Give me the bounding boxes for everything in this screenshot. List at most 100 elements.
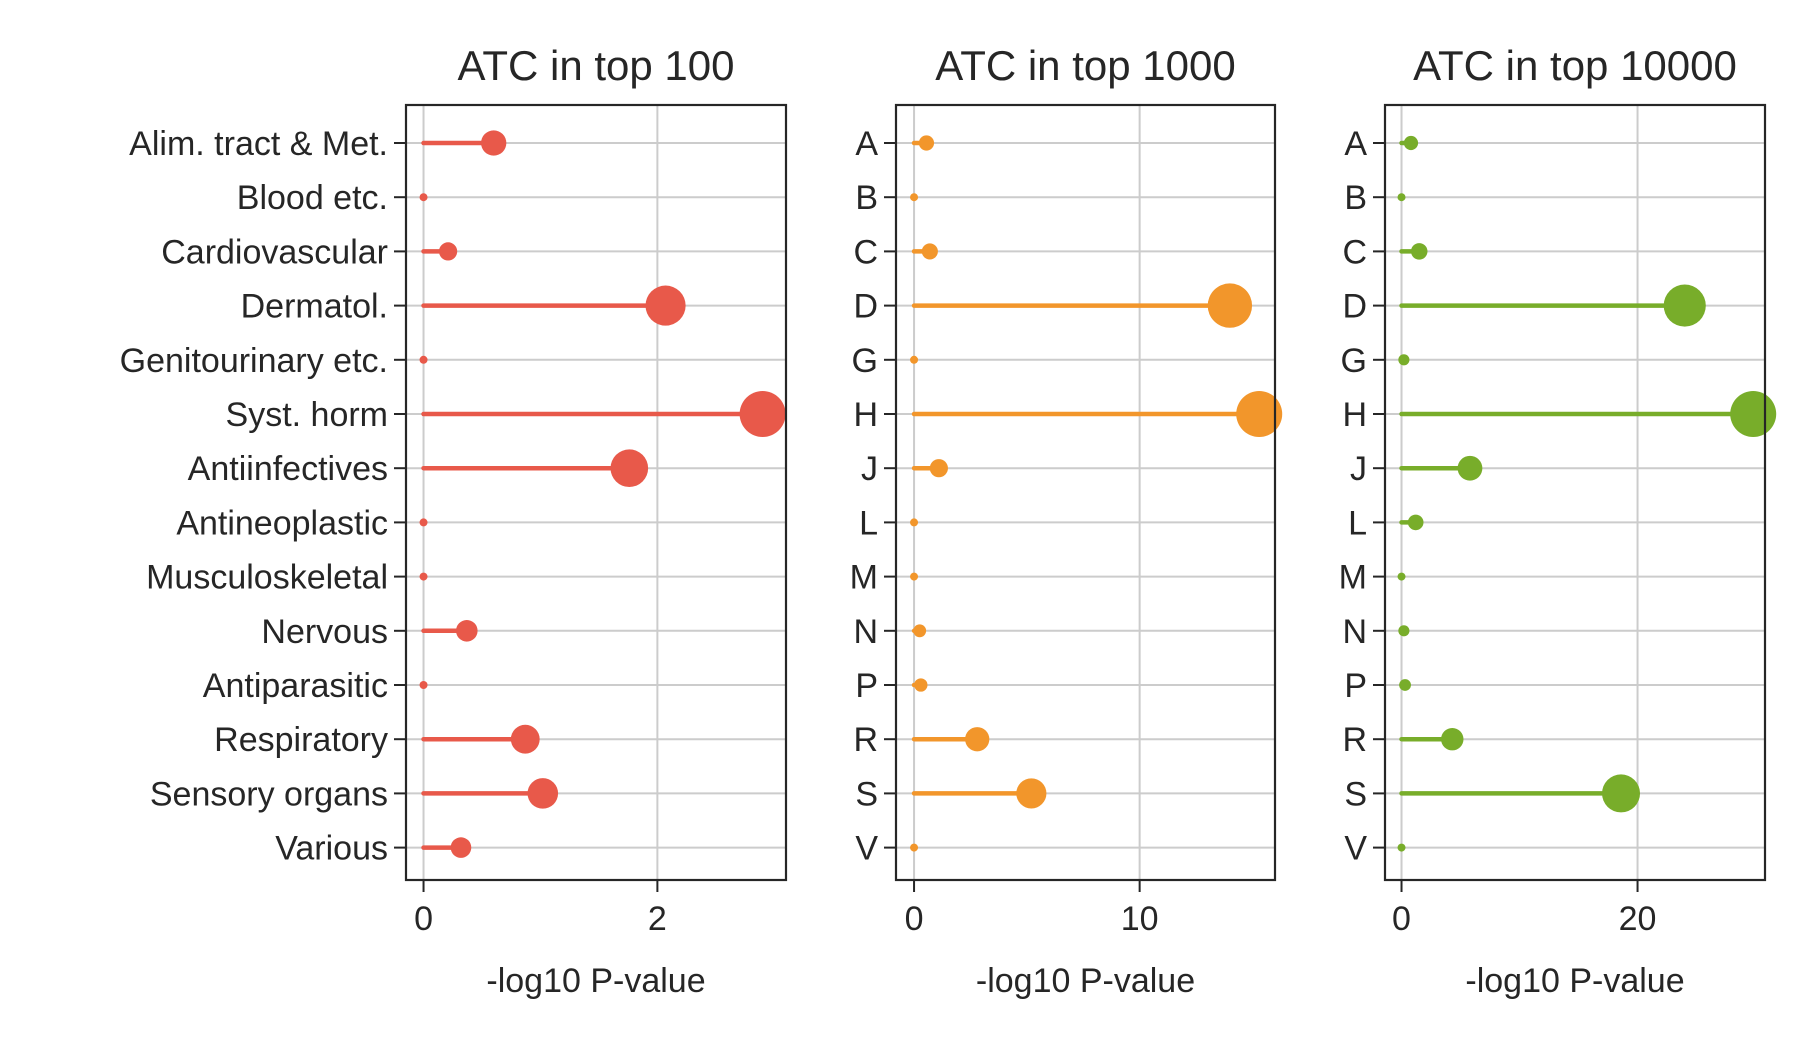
- y-tick-label: L: [859, 504, 878, 542]
- lollipop-marker: [1016, 778, 1047, 809]
- lollipop-marker: [1407, 514, 1424, 531]
- chart-title: ATC in top 1000: [935, 42, 1235, 89]
- chart-title: ATC in top 100: [457, 42, 734, 89]
- y-tick-label: G: [852, 342, 878, 380]
- lollipop-marker: [1663, 284, 1706, 327]
- x-tick-label: 0: [905, 900, 924, 938]
- lollipop-marker: [914, 678, 928, 692]
- lollipop-marker: [610, 449, 649, 488]
- lollipop-marker: [913, 624, 927, 638]
- y-tick-label: Genitourinary etc.: [120, 342, 388, 380]
- y-tick-label: H: [853, 396, 878, 434]
- y-tick-label: J: [861, 450, 878, 488]
- lollipop-marker: [645, 285, 686, 326]
- lollipop-marker: [910, 572, 919, 581]
- lollipop-marker: [481, 130, 507, 156]
- lollipop-marker: [1398, 625, 1410, 637]
- y-tick-label: S: [855, 775, 878, 813]
- y-tick-label: Antiinfectives: [188, 450, 388, 488]
- y-tick-label: Cardiovascular: [161, 233, 388, 271]
- y-tick-label: Musculoskeletal: [146, 559, 388, 597]
- lollipop-marker: [450, 837, 472, 858]
- y-tick-label: Various: [275, 830, 388, 868]
- x-tick-label: 0: [414, 900, 433, 938]
- y-tick-label: Antineoplastic: [176, 504, 388, 542]
- y-tick-label: Sensory organs: [150, 775, 388, 813]
- y-tick-label: C: [1342, 233, 1367, 271]
- y-tick-label: Nervous: [261, 613, 388, 651]
- lollipop-marker: [1441, 727, 1464, 751]
- y-tick-label: M: [850, 559, 878, 597]
- lollipop-marker: [419, 681, 428, 689]
- x-axis-label: -log10 P-value: [486, 962, 705, 1000]
- x-tick-label: 10: [1121, 900, 1159, 938]
- y-tick-label: H: [1342, 396, 1367, 434]
- y-tick-label: Alim. tract & Met.: [129, 125, 388, 163]
- lollipop-marker: [1207, 283, 1253, 328]
- y-tick-label: B: [1344, 179, 1367, 217]
- y-tick-label: A: [1344, 125, 1367, 163]
- x-tick-label: 2: [648, 900, 667, 938]
- lollipop-marker: [438, 242, 458, 261]
- y-tick-label: Dermatol.: [241, 288, 388, 326]
- y-tick-label: B: [855, 179, 878, 217]
- y-tick-label: D: [853, 288, 878, 326]
- lollipop-marker: [1397, 572, 1406, 581]
- y-tick-label: C: [853, 233, 878, 271]
- y-tick-label: J: [1350, 450, 1367, 488]
- x-tick-label: 20: [1619, 900, 1657, 938]
- y-tick-label: N: [1342, 613, 1367, 651]
- lollipop-marker: [965, 727, 990, 752]
- y-tick-label: V: [1344, 830, 1367, 868]
- lollipop-marker: [910, 355, 919, 364]
- lollipop-marker: [1397, 843, 1406, 852]
- y-tick-label: R: [853, 721, 878, 759]
- y-tick-label: R: [1342, 721, 1367, 759]
- lollipop-marker: [929, 459, 948, 478]
- y-tick-label: D: [1342, 288, 1367, 326]
- y-tick-label: V: [855, 830, 878, 868]
- x-axis-label: -log10 P-value: [1465, 962, 1684, 1000]
- panel-atc-top-100: Alim. tract & Met. Blood etc. Cardiovascul…: [120, 42, 788, 1000]
- lollipop-marker: [1397, 193, 1406, 202]
- axes-frame: [894, 103, 1277, 882]
- lollipop-marker: [1410, 243, 1428, 260]
- lollipop-marker: [1602, 774, 1641, 813]
- x-axis-label: -log10 P-value: [976, 962, 1195, 1000]
- lollipop-marker: [1730, 391, 1777, 437]
- y-tick-label: Antiparasitic: [203, 667, 388, 705]
- y-tick-label: M: [1339, 559, 1367, 597]
- y-tick-label: A: [855, 125, 878, 163]
- lollipop-marker: [910, 843, 919, 852]
- lollipop-marker: [419, 355, 428, 364]
- lollipop-marker: [419, 572, 428, 581]
- y-tick-label: Syst. horm: [226, 396, 388, 434]
- lollipop-marker: [918, 135, 935, 151]
- y-tick-label: P: [855, 667, 878, 705]
- chart-title: ATC in top 10000: [1413, 42, 1737, 89]
- lollipop-marker: [527, 778, 559, 809]
- lollipop-marker: [456, 620, 478, 642]
- y-tick-label: Respiratory: [214, 721, 388, 759]
- lollipop-marker: [910, 518, 919, 527]
- lollipop-marker: [921, 243, 938, 260]
- lollipop-marker: [1399, 679, 1411, 691]
- y-tick-label: P: [1344, 667, 1367, 705]
- lollipop-marker: [910, 193, 919, 202]
- lollipop-marker: [1457, 455, 1483, 481]
- lollipop-marker: [419, 193, 428, 202]
- lollipop-marker: [419, 518, 428, 527]
- lollipop-marker: [1236, 391, 1283, 437]
- axes-frame: [404, 103, 788, 882]
- y-tick-label: N: [853, 613, 878, 651]
- y-tick-label: Blood etc.: [237, 179, 388, 217]
- lollipop-marker: [1403, 135, 1419, 151]
- y-tick-label: S: [1344, 775, 1367, 813]
- lollipop-marker: [1398, 354, 1410, 366]
- axes-frame: [1383, 103, 1767, 882]
- lollipop-marker: [510, 724, 540, 754]
- y-tick-label: G: [1341, 342, 1367, 380]
